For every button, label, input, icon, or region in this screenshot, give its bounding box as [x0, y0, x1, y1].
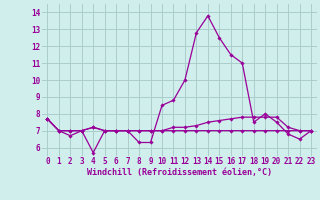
X-axis label: Windchill (Refroidissement éolien,°C): Windchill (Refroidissement éolien,°C): [87, 168, 272, 177]
